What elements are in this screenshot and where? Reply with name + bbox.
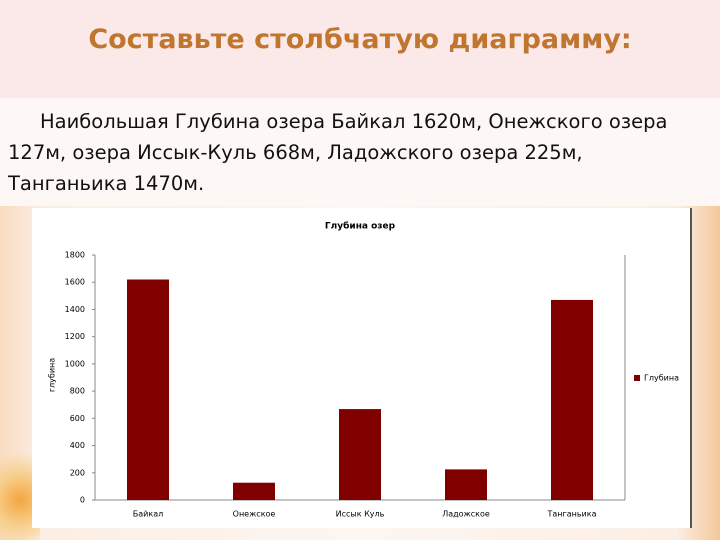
x-tick-label: Танганьика — [546, 510, 596, 519]
chart-title: Глубина озер — [325, 221, 396, 232]
slide-title: Составьте столбчатую диаграмму: — [88, 24, 632, 55]
y-axis-label: глубина — [48, 358, 57, 392]
chart: Глубина озер глубина 0 200 400 600 800 1000 12… — [48, 221, 680, 519]
x-tick-label: Байкал — [133, 510, 163, 519]
y-tick-label: 400 — [70, 441, 85, 450]
bar — [233, 482, 275, 500]
header-band — [0, 0, 720, 98]
y-tick-label: 0 — [80, 496, 85, 505]
y-tick-label: 800 — [70, 387, 85, 396]
text-band — [0, 98, 720, 206]
y-tick-label: 1200 — [65, 332, 85, 341]
legend-label: Глубина — [644, 374, 679, 383]
y-tick-label: 1400 — [65, 305, 85, 314]
y-tick-label: 1600 — [65, 278, 85, 287]
x-tick-label: Ладожское — [442, 510, 490, 519]
bar — [127, 279, 169, 500]
task-text: Наибольшая Глубина озера Байкал 1620м, О… — [8, 110, 668, 195]
chart-frame: Глубина озер глубина 0 200 400 600 800 1000 12… — [32, 208, 692, 528]
y-tick-label: 600 — [70, 414, 85, 423]
bar — [339, 409, 381, 500]
y-tick-label: 1000 — [65, 359, 85, 368]
y-tick-label: 1800 — [65, 251, 85, 260]
legend-swatch — [634, 375, 640, 381]
bar — [445, 469, 487, 500]
y-tick-label: 200 — [70, 468, 85, 477]
x-tick-label: Онежское — [233, 510, 276, 519]
x-tick-label: Иссык Куль — [336, 510, 385, 519]
bar — [551, 299, 593, 500]
